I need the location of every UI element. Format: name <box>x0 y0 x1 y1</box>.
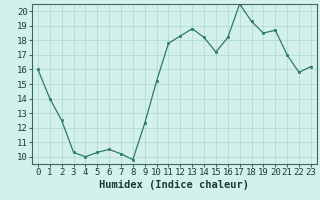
X-axis label: Humidex (Indice chaleur): Humidex (Indice chaleur) <box>100 180 249 190</box>
